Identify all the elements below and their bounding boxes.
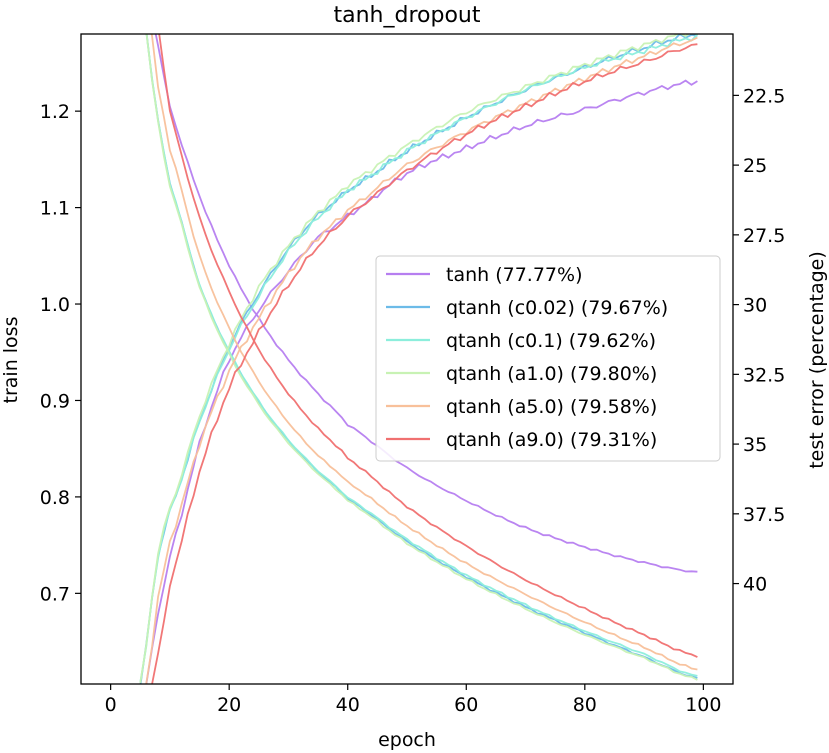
- right-y-tick-label: 37.5: [743, 504, 785, 526]
- x-tick-label: 100: [685, 694, 721, 716]
- x-axis-ticks: 0 20 40 60 80 100: [105, 684, 721, 716]
- legend-label-6: qtanh (a9.0) (79.31%): [446, 429, 657, 451]
- legend-label-2: qtanh (c0.02) (79.67%): [446, 297, 668, 319]
- x-axis-label: epoch: [378, 729, 436, 751]
- right-y-tick-label: 27.5: [743, 225, 785, 247]
- left-y-tick-label: 1.0: [40, 294, 70, 316]
- legend-label-4: qtanh (a1.0) (79.80%): [446, 363, 657, 385]
- left-y-tick-label: 1.2: [40, 101, 70, 123]
- test-error-line-5: [145, 36, 698, 684]
- left-y-tick-label: 1.1: [40, 198, 70, 220]
- x-tick-label: 20: [217, 694, 241, 716]
- right-y-axis-label: test error (percentage): [806, 251, 828, 469]
- left-y-tick-label: 0.8: [40, 487, 70, 509]
- left-y-axis-ticks: 0.7 0.8 0.9 1.0 1.1 1.2: [40, 101, 81, 605]
- x-tick-label: 0: [105, 694, 117, 716]
- left-y-tick-label: 0.7: [40, 583, 70, 605]
- test-error-line-3: [139, 34, 699, 683]
- right-y-tick-label: 32.5: [743, 364, 785, 386]
- right-y-tick-label: 22.5: [743, 85, 785, 107]
- legend-label-3: qtanh (c0.1) (79.62%): [446, 330, 656, 352]
- x-tick-label: 40: [336, 694, 360, 716]
- legend-label-1: tanh (77.77%): [446, 264, 583, 286]
- train-loss-line-6: [158, 34, 698, 658]
- right-y-tick-label: 40: [743, 574, 767, 596]
- train-loss-line-1: [154, 34, 698, 573]
- left-y-axis-label: train loss: [0, 317, 22, 404]
- right-y-axis-ticks: 22.5 25 27.5 30 32.5 35 37.5 40: [733, 85, 785, 596]
- x-tick-label: 60: [454, 694, 478, 716]
- legend-entries: tanh (77.77%) qtanh (c0.02) (79.67%) qtanh…: [386, 264, 668, 451]
- left-y-tick-label: 0.9: [40, 390, 70, 412]
- chart-title: tanh_dropout: [334, 3, 481, 28]
- series-layer: [139, 34, 699, 684]
- legend-label-5: qtanh (a5.0) (79.58%): [446, 396, 657, 418]
- legend: tanh (77.77%) qtanh (c0.02) (79.67%) qtanh…: [375, 255, 721, 462]
- test-error-line-1: [145, 79, 698, 684]
- right-y-tick-label: 25: [743, 155, 767, 177]
- x-tick-label: 80: [573, 694, 597, 716]
- right-y-tick-label: 35: [743, 434, 767, 456]
- test-error-line-6: [151, 43, 698, 684]
- plot-frame: [80, 33, 734, 685]
- legend-box: [375, 255, 721, 462]
- right-y-tick-label: 30: [743, 295, 767, 317]
- train-loss-line-5: [150, 34, 698, 671]
- train-loss-line-3: [145, 34, 698, 677]
